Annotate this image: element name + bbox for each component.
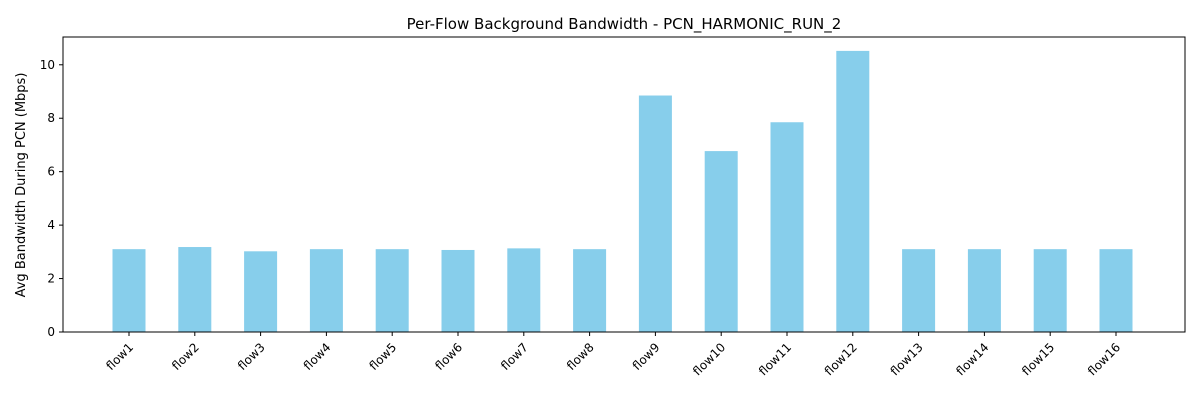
x-tick-label-flow9: flow9	[630, 340, 663, 373]
bar-flow7	[507, 248, 541, 332]
bar-flow12	[836, 50, 870, 332]
plot-frame	[62, 36, 1186, 333]
bar-flow9	[638, 95, 672, 333]
bar-flow13	[902, 249, 936, 332]
x-tick-label-flow2: flow2	[169, 340, 202, 373]
y-tick-label-4: 4	[47, 218, 55, 232]
x-tick-label-flow13: flow13	[888, 340, 926, 378]
bar-flow5	[375, 249, 409, 332]
y-tick-label-10: 10	[40, 58, 55, 72]
bar-flow15	[1033, 249, 1067, 332]
bar-flow11	[770, 122, 804, 332]
y-tick-label-8: 8	[47, 111, 55, 125]
bar-flow2	[178, 247, 212, 332]
x-tick-label-flow12: flow12	[822, 340, 860, 378]
bar-flow16	[1099, 249, 1133, 332]
bar-flow14	[967, 249, 1001, 332]
x-tick-label-flow14: flow14	[953, 340, 991, 378]
bar-flow10	[704, 151, 738, 332]
x-tick-label-flow6: flow6	[432, 340, 465, 373]
x-tick-label-flow5: flow5	[367, 340, 400, 373]
bars-group	[112, 50, 1133, 333]
bar-flow8	[573, 249, 607, 332]
x-tick-label-flow15: flow15	[1019, 340, 1057, 378]
bar-flow4	[309, 249, 343, 332]
y-tick-label-6: 6	[47, 165, 55, 179]
x-axis-ticks: flow1 flow2 flow3 flow4 flow5 flow6 flow7 flow8…	[103, 332, 1123, 378]
bar-flow1	[112, 249, 146, 332]
chart-title: Per-Flow Background Bandwidth - PCN_HARM…	[407, 15, 842, 34]
bar-flow3	[244, 251, 278, 332]
y-tick-label-0: 0	[47, 325, 55, 339]
y-tick-label-2: 2	[47, 272, 55, 286]
x-tick-label-flow8: flow8	[564, 340, 597, 373]
x-tick-label-flow16: flow16	[1085, 340, 1123, 378]
x-tick-label-flow3: flow3	[235, 340, 268, 373]
x-tick-label-flow1: flow1	[103, 340, 136, 373]
x-tick-label-flow4: flow4	[301, 340, 334, 373]
y-axis-ticks: 0 2 4 6 8 10	[40, 58, 63, 339]
x-tick-label-flow11: flow11	[756, 340, 794, 378]
x-tick-label-flow7: flow7	[498, 340, 531, 373]
bar-flow6	[441, 249, 475, 332]
x-tick-label-flow10: flow10	[690, 340, 728, 378]
y-axis-label: Avg Bandwidth During PCN (Mbps)	[14, 73, 29, 298]
